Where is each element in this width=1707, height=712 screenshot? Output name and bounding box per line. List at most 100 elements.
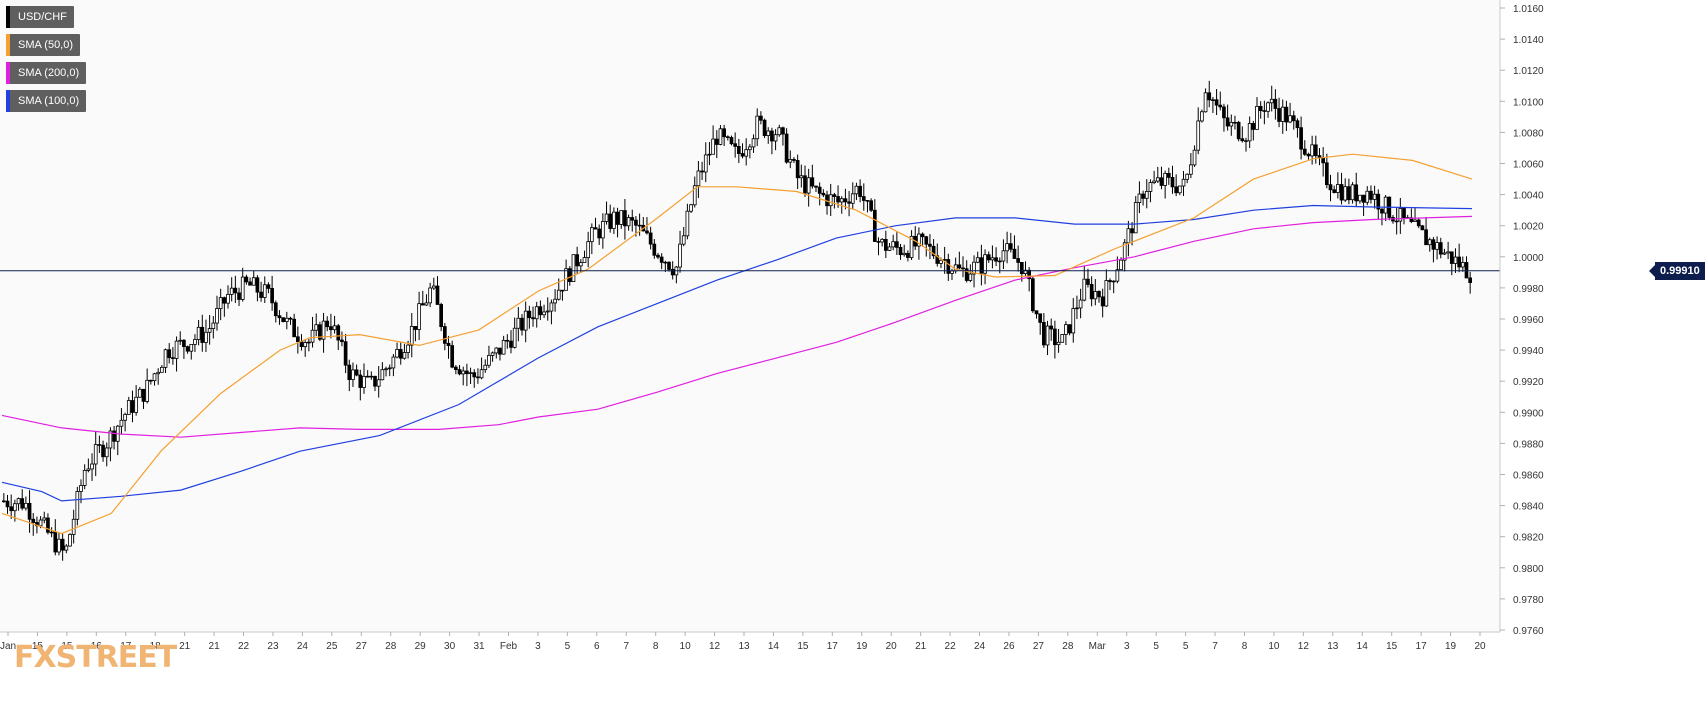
- candle-body: [567, 268, 572, 283]
- candle-body: [90, 463, 94, 470]
- candle-body: [1064, 324, 1068, 335]
- candle-body: [185, 346, 190, 352]
- sma-200-line: [1, 215, 1473, 438]
- candle-body: [718, 128, 723, 145]
- candle-body: [1269, 98, 1274, 104]
- x-tick-label: Jan: [0, 641, 16, 652]
- candle-body: [737, 145, 741, 154]
- candle-body: [1431, 239, 1436, 250]
- candle-body: [442, 326, 447, 344]
- candle-body: [358, 374, 363, 388]
- candle-body: [582, 257, 587, 263]
- candle-body: [46, 517, 50, 533]
- candle-body: [553, 298, 557, 304]
- candle-body: [160, 366, 164, 373]
- candle-body: [1251, 123, 1256, 130]
- legend-item-sma100[interactable]: SMA (100,0): [6, 90, 87, 112]
- candle-body: [887, 246, 892, 251]
- candle-body: [531, 317, 535, 320]
- candle-body: [1008, 243, 1013, 250]
- candle-body: [964, 268, 969, 281]
- legend-item-sma200[interactable]: SMA (200,0): [6, 62, 87, 84]
- candle-body: [1108, 280, 1112, 283]
- candle-body: [233, 287, 238, 294]
- candle-body: [266, 284, 271, 289]
- candle-body: [2, 500, 6, 503]
- x-tick-label: 5: [1183, 641, 1189, 652]
- candle-body: [512, 327, 517, 348]
- candle-body: [681, 235, 686, 245]
- candle-body: [637, 224, 642, 227]
- candle-body: [479, 369, 484, 379]
- candle-body: [156, 371, 161, 375]
- candle-body: [792, 159, 796, 161]
- x-tick-label: 21: [209, 641, 221, 652]
- x-tick-label: 28: [1062, 641, 1074, 652]
- y-tick-label: 1.0140: [1513, 35, 1544, 46]
- legend-item-sma50[interactable]: SMA (50,0): [6, 34, 81, 56]
- candle-body: [362, 376, 366, 388]
- candle-body: [321, 320, 326, 340]
- candle-body: [222, 297, 227, 304]
- candle-body: [171, 357, 175, 359]
- candle-body: [406, 344, 410, 353]
- candle-body: [902, 252, 907, 256]
- candle-body: [549, 302, 554, 312]
- candle-body: [137, 388, 142, 398]
- x-tick-label: 24: [297, 641, 309, 652]
- candle-body: [178, 339, 183, 342]
- candle-body: [722, 128, 726, 138]
- candle-body: [817, 186, 822, 194]
- candle-body: [472, 372, 477, 378]
- candle-body: [424, 302, 429, 306]
- candle-body: [571, 254, 576, 283]
- candle-body: [123, 413, 127, 421]
- candle-body: [770, 130, 774, 142]
- candle-body: [310, 329, 315, 343]
- candle-body: [931, 245, 936, 257]
- candle-body: [126, 400, 131, 415]
- candle-body: [417, 303, 421, 330]
- candle-body: [1185, 173, 1190, 180]
- legend-item-usdchf[interactable]: USD/CHF: [6, 6, 74, 28]
- candle-body: [1053, 328, 1057, 346]
- candle-body: [1420, 225, 1425, 231]
- candle-body: [439, 304, 444, 327]
- x-tick-label: 13: [738, 641, 750, 652]
- x-tick-label: 12: [709, 641, 721, 652]
- x-tick-label: 17: [120, 641, 132, 652]
- candle-body: [869, 200, 873, 211]
- x-tick-label: 15: [32, 641, 44, 652]
- candle-body: [957, 264, 962, 269]
- candle-body: [325, 320, 330, 328]
- x-tick-label: 14: [768, 641, 780, 652]
- candle-body: [1273, 98, 1278, 109]
- y-tick-label: 0.9980: [1513, 284, 1544, 295]
- candle-body: [1310, 144, 1314, 157]
- x-tick-label: 21: [915, 641, 927, 652]
- candle-body: [1372, 193, 1377, 200]
- candle-body: [1192, 149, 1197, 166]
- y-tick-label: 0.9800: [1513, 564, 1544, 575]
- x-tick-label: 12: [1298, 641, 1310, 652]
- candle-body: [538, 306, 543, 316]
- candle-body: [667, 261, 671, 270]
- y-tick-label: 1.0040: [1513, 191, 1544, 202]
- candle-body: [909, 235, 914, 258]
- candle-body: [380, 369, 385, 381]
- x-tick-label: 16: [91, 641, 103, 652]
- candle-body: [1056, 341, 1061, 346]
- candle-body: [1012, 248, 1017, 259]
- candle-body: [729, 137, 734, 145]
- candle-body: [501, 339, 506, 355]
- candle-body: [1247, 123, 1252, 142]
- candle-body: [384, 368, 388, 371]
- candle-body: [659, 256, 664, 263]
- candle-body: [409, 326, 414, 346]
- candle-body: [516, 317, 521, 329]
- candle-body: [986, 254, 991, 261]
- candle-body: [1178, 185, 1182, 194]
- candle-body: [1126, 228, 1131, 244]
- legend-label: SMA (50,0): [18, 39, 74, 51]
